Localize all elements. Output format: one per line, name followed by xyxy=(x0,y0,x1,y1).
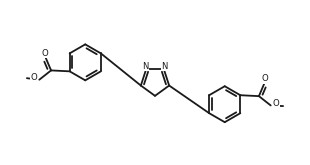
Text: O: O xyxy=(272,99,279,108)
Text: N: N xyxy=(143,62,149,71)
Text: O: O xyxy=(42,49,49,58)
Text: N: N xyxy=(161,62,167,71)
Text: O: O xyxy=(262,74,268,83)
Text: O: O xyxy=(31,73,38,82)
